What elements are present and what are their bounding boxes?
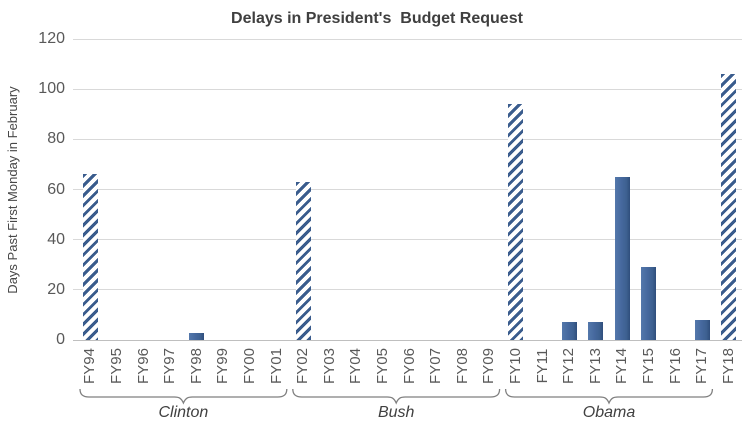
group-label-obama: Obama: [582, 404, 636, 421]
bar-fy12: [561, 322, 577, 340]
x-tick-label-fy98: FY98: [187, 348, 205, 384]
x-tick-label-fy99: FY99: [214, 348, 232, 384]
group-label-clinton: Clinton: [158, 404, 209, 421]
x-tick-label-fy96: FY96: [134, 348, 152, 384]
y-tick-label: 120: [38, 30, 65, 47]
x-tick-label-fy01: FY01: [267, 348, 285, 384]
bar-fy18: [721, 74, 737, 340]
y-tick-label: 40: [47, 230, 65, 248]
bar-fy17: [694, 319, 710, 340]
x-tick-label-fy07: FY07: [427, 348, 445, 384]
x-tick-label-fy13: FY13: [586, 348, 604, 384]
bar-fy15: [641, 267, 657, 340]
gridline: [73, 88, 742, 90]
bar-fy98: [189, 332, 205, 340]
x-tick-label-fy05: FY05: [373, 348, 391, 384]
y-tick-label: 100: [38, 80, 65, 98]
chart-title: Delays in President's Budget Request: [231, 10, 523, 27]
x-tick-label-fy12: FY12: [560, 348, 578, 384]
x-tick-label-fy15: FY15: [639, 348, 657, 384]
gridline: [73, 38, 742, 40]
x-tick-label-fy97: FY97: [161, 348, 179, 384]
y-tick-label: 0: [56, 331, 65, 348]
y-tick-label: 20: [47, 280, 65, 298]
bar-fy13: [588, 322, 604, 340]
bar-fy02: [295, 182, 311, 340]
bar-fy10: [508, 104, 524, 340]
x-axis-line: [73, 339, 742, 341]
bar-fy94: [82, 174, 98, 340]
gridline: [73, 289, 742, 291]
x-tick-label-fy18: FY18: [719, 348, 737, 384]
group-label-bush: Bush: [377, 404, 415, 421]
x-tick-label-fy16: FY16: [666, 348, 684, 384]
gridline: [73, 239, 742, 241]
gridline: [73, 189, 742, 190]
x-tick-label-fy17: FY17: [693, 348, 711, 384]
x-tick-label-fy14: FY14: [613, 348, 631, 384]
x-tick-label-fy11: FY11: [533, 348, 551, 384]
x-tick-label-fy06: FY06: [400, 348, 418, 384]
x-tick-label-fy09: FY09: [480, 348, 498, 384]
x-tick-label-fy00: FY00: [240, 348, 258, 384]
x-tick-label-fy03: FY03: [320, 348, 338, 384]
bar-fy14: [614, 177, 630, 340]
x-tick-label-fy02: FY02: [294, 348, 312, 384]
y-tick-label: 60: [47, 180, 65, 198]
x-tick-label-fy94: FY94: [81, 348, 99, 384]
x-tick-label-fy10: FY10: [506, 348, 524, 384]
x-tick-label-fy08: FY08: [453, 348, 471, 384]
x-tick-label-fy04: FY04: [347, 348, 365, 384]
x-tick-label-fy95: FY95: [107, 348, 125, 384]
gridline: [73, 138, 742, 140]
y-tick-label: 80: [47, 130, 65, 148]
